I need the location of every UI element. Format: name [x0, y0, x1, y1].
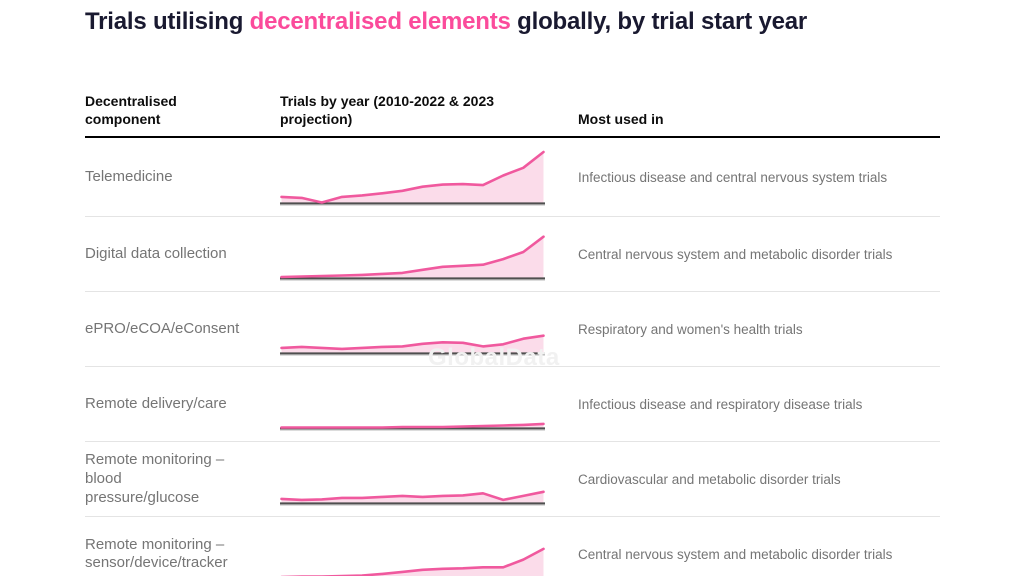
most-used-in-value: Infectious disease and central nervous s… [578, 169, 888, 185]
column-header-component: Decentralised component [85, 93, 177, 128]
component-label: Remote monitoring – blood pressure/gluco… [85, 451, 225, 506]
component-label: Telemedicine [85, 168, 173, 185]
sparkline-chart-epro-ecoa-econsent [280, 300, 545, 356]
most-used-in-value: Infectious disease and respiratory disea… [578, 396, 863, 412]
trials-table: Decentralised component Trials by year (… [85, 92, 940, 576]
component-label: Remote monitoring – sensor/device/tracke… [85, 535, 228, 572]
table-row-telemedicine: Telemedicine Infectious disease and cent… [85, 138, 940, 218]
sparkline-chart-remote-delivery-care [280, 375, 545, 431]
table-row-remote-monitoring-sensor: Remote monitoring – sensor/device/tracke… [85, 517, 940, 576]
most-used-in-value: Central nervous system and metabolic dis… [578, 246, 893, 262]
sparkline-chart-remote-monitoring-sensor [280, 525, 545, 576]
most-used-in-value: Cardiovascular and metabolic disorder tr… [578, 471, 841, 487]
component-label: ePRO/eCOA/eConsent [85, 320, 240, 337]
title-post: globally, by trial start year [510, 8, 808, 35]
table-row-remote-delivery-care: Remote delivery/care Infectious disease … [85, 367, 940, 443]
globaldata-watermark: GlobalData [428, 344, 560, 371]
column-header-trials-by-year: Trials by year (2010-2022 & 2023 project… [280, 93, 495, 128]
sparkline-chart-telemedicine [280, 150, 545, 206]
table-row-epro-ecoa-econsent: ePRO/eCOA/eConsent Respiratory and women… [85, 292, 940, 368]
component-label: Remote delivery/care [85, 395, 227, 412]
table-header-row: Decentralised component Trials by year (… [85, 92, 940, 139]
component-label: Digital data collection [85, 245, 227, 262]
page-title: Trials utilising decentralised elements … [85, 8, 807, 36]
title-highlight: decentralised elements [249, 8, 511, 35]
title-pre: Trials utilising [85, 8, 250, 35]
most-used-in-value: Central nervous system and metabolic dis… [578, 546, 893, 562]
most-used-in-value: Respiratory and women's health trials [578, 321, 803, 337]
sparkline-chart-digital-data-collection [280, 225, 545, 281]
column-header-most-used-in: Most used in [578, 111, 664, 128]
table-row-digital-data-collection: Digital data collection Central nervous … [85, 217, 940, 293]
sparkline-chart-remote-monitoring-bp-glucose [280, 450, 545, 506]
table-row-remote-monitoring-bp-glucose: Remote monitoring – blood pressure/gluco… [85, 442, 940, 518]
